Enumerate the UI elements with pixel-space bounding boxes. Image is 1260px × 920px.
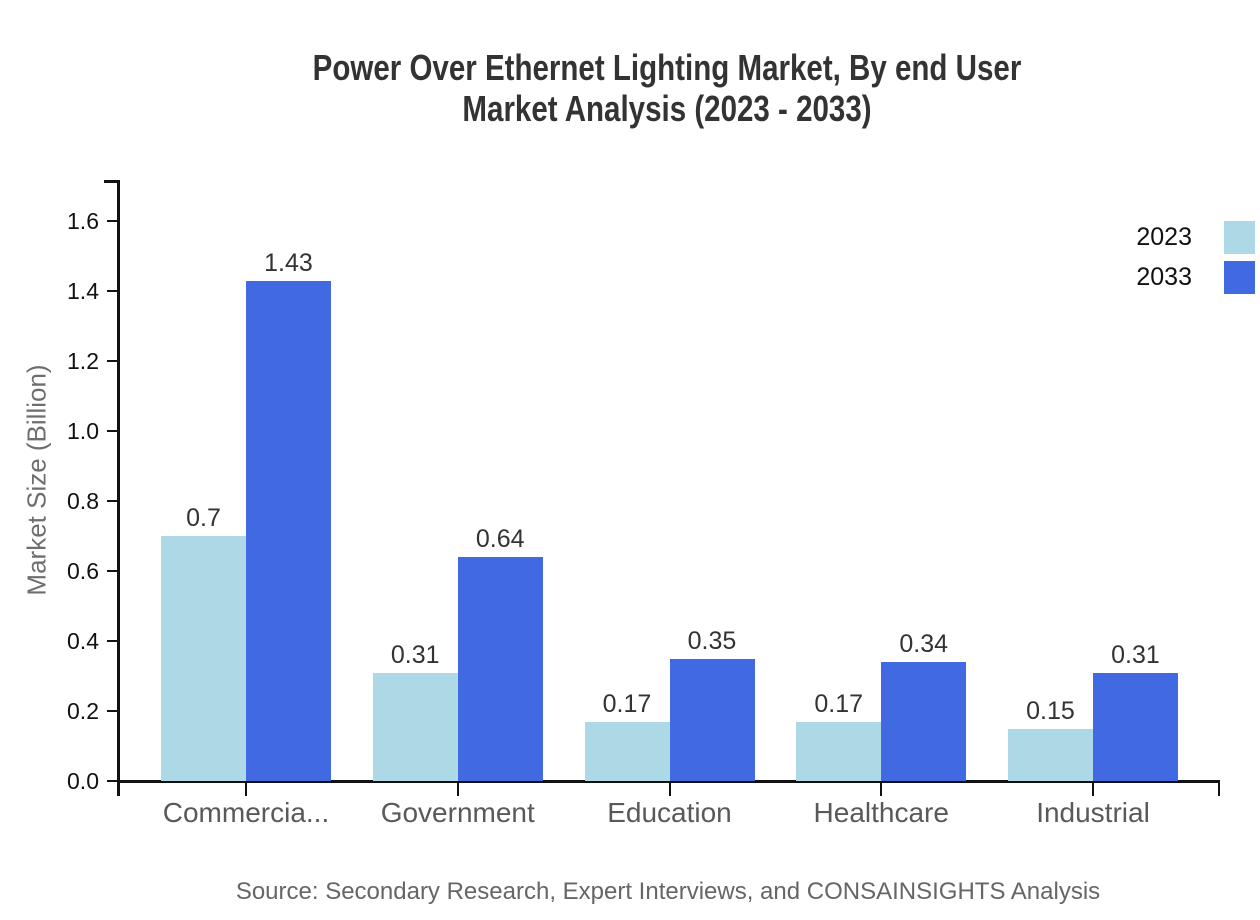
y-tick [107, 640, 117, 642]
chart-title-line1: Power Over Ethernet Lighting Market, By … [312, 47, 1022, 88]
bar-value-label: 1.43 [264, 248, 313, 277]
x-tick-label: Healthcare [813, 797, 949, 828]
x-tick-label: Education [607, 797, 732, 828]
y-tick [107, 360, 117, 362]
y-tick-label: 0.6 [67, 558, 99, 584]
y-tick [107, 430, 117, 432]
y-tick [107, 780, 117, 782]
y-tick-label: 0.8 [67, 488, 99, 514]
y-tick [107, 290, 117, 292]
legend: 2023 2033 [1136, 221, 1255, 301]
x-tick [880, 783, 883, 796]
legend-label-2033: 2033 [1136, 263, 1192, 291]
bar-2023 [372, 672, 458, 781]
bar-2033 [669, 658, 755, 781]
x-tick [1092, 783, 1094, 796]
y-tick-label: 0.0 [67, 768, 99, 794]
bar-value-label: 0.7 [186, 504, 221, 532]
y-tick-label: 1.2 [67, 348, 99, 374]
y-tick-label: 0.2 [67, 698, 99, 724]
x-tick [668, 783, 671, 796]
y-tick-label: 1.0 [67, 418, 99, 444]
bar-value-label: 0.31 [1111, 640, 1160, 669]
bar-value-label: 0.17 [602, 689, 652, 718]
legend-swatch-2033 [1224, 261, 1255, 294]
y-tick [107, 710, 117, 712]
y-axis-line [117, 180, 120, 796]
legend-swatch-2023 [1224, 221, 1255, 254]
y-tick [107, 500, 117, 502]
x-tick-label: Government [380, 797, 535, 828]
chart-title: Power Over Ethernet Lighting Market, By … [257, 47, 1077, 129]
bar-value-label: 0.15 [1026, 696, 1075, 725]
x-tick [245, 783, 247, 796]
y-tick [107, 570, 117, 572]
bar-value-label: 0.17 [814, 689, 864, 718]
bar-value-label: 0.31 [390, 640, 440, 669]
bar-value-label: 0.64 [475, 525, 525, 553]
bar-2033 [881, 662, 967, 781]
legend-item-2033: 2033 [1136, 261, 1255, 294]
legend-label-2023: 2023 [1136, 223, 1192, 251]
bar-value-label: 0.35 [687, 626, 737, 655]
y-axis-end-cap [104, 180, 117, 183]
bar-2023 [584, 721, 670, 781]
y-tick-label: 1.6 [67, 208, 99, 234]
bar-2023 [796, 721, 882, 781]
x-axis-end-cap [1217, 780, 1220, 796]
chart-title-line2: Market Analysis (2023 - 2033) [462, 88, 872, 129]
x-tick-label: Commercia... [162, 797, 330, 828]
bar-2023 [161, 536, 246, 781]
legend-item-2023: 2023 [1136, 221, 1255, 254]
bar-2033 [457, 557, 543, 781]
x-axis-line [117, 780, 1220, 783]
bar-2033 [1093, 672, 1178, 781]
y-tick [107, 220, 117, 222]
bar-value-label: 0.34 [899, 630, 949, 658]
y-tick-label: 1.4 [67, 278, 99, 304]
x-tick-label: Industrial [1036, 797, 1150, 828]
bar-2033 [246, 280, 331, 781]
x-tick [456, 783, 459, 796]
source-note: Source: Secondary Research, Expert Inter… [235, 878, 1101, 905]
bar-2023 [1008, 728, 1093, 781]
y-tick-label: 0.4 [67, 628, 99, 654]
